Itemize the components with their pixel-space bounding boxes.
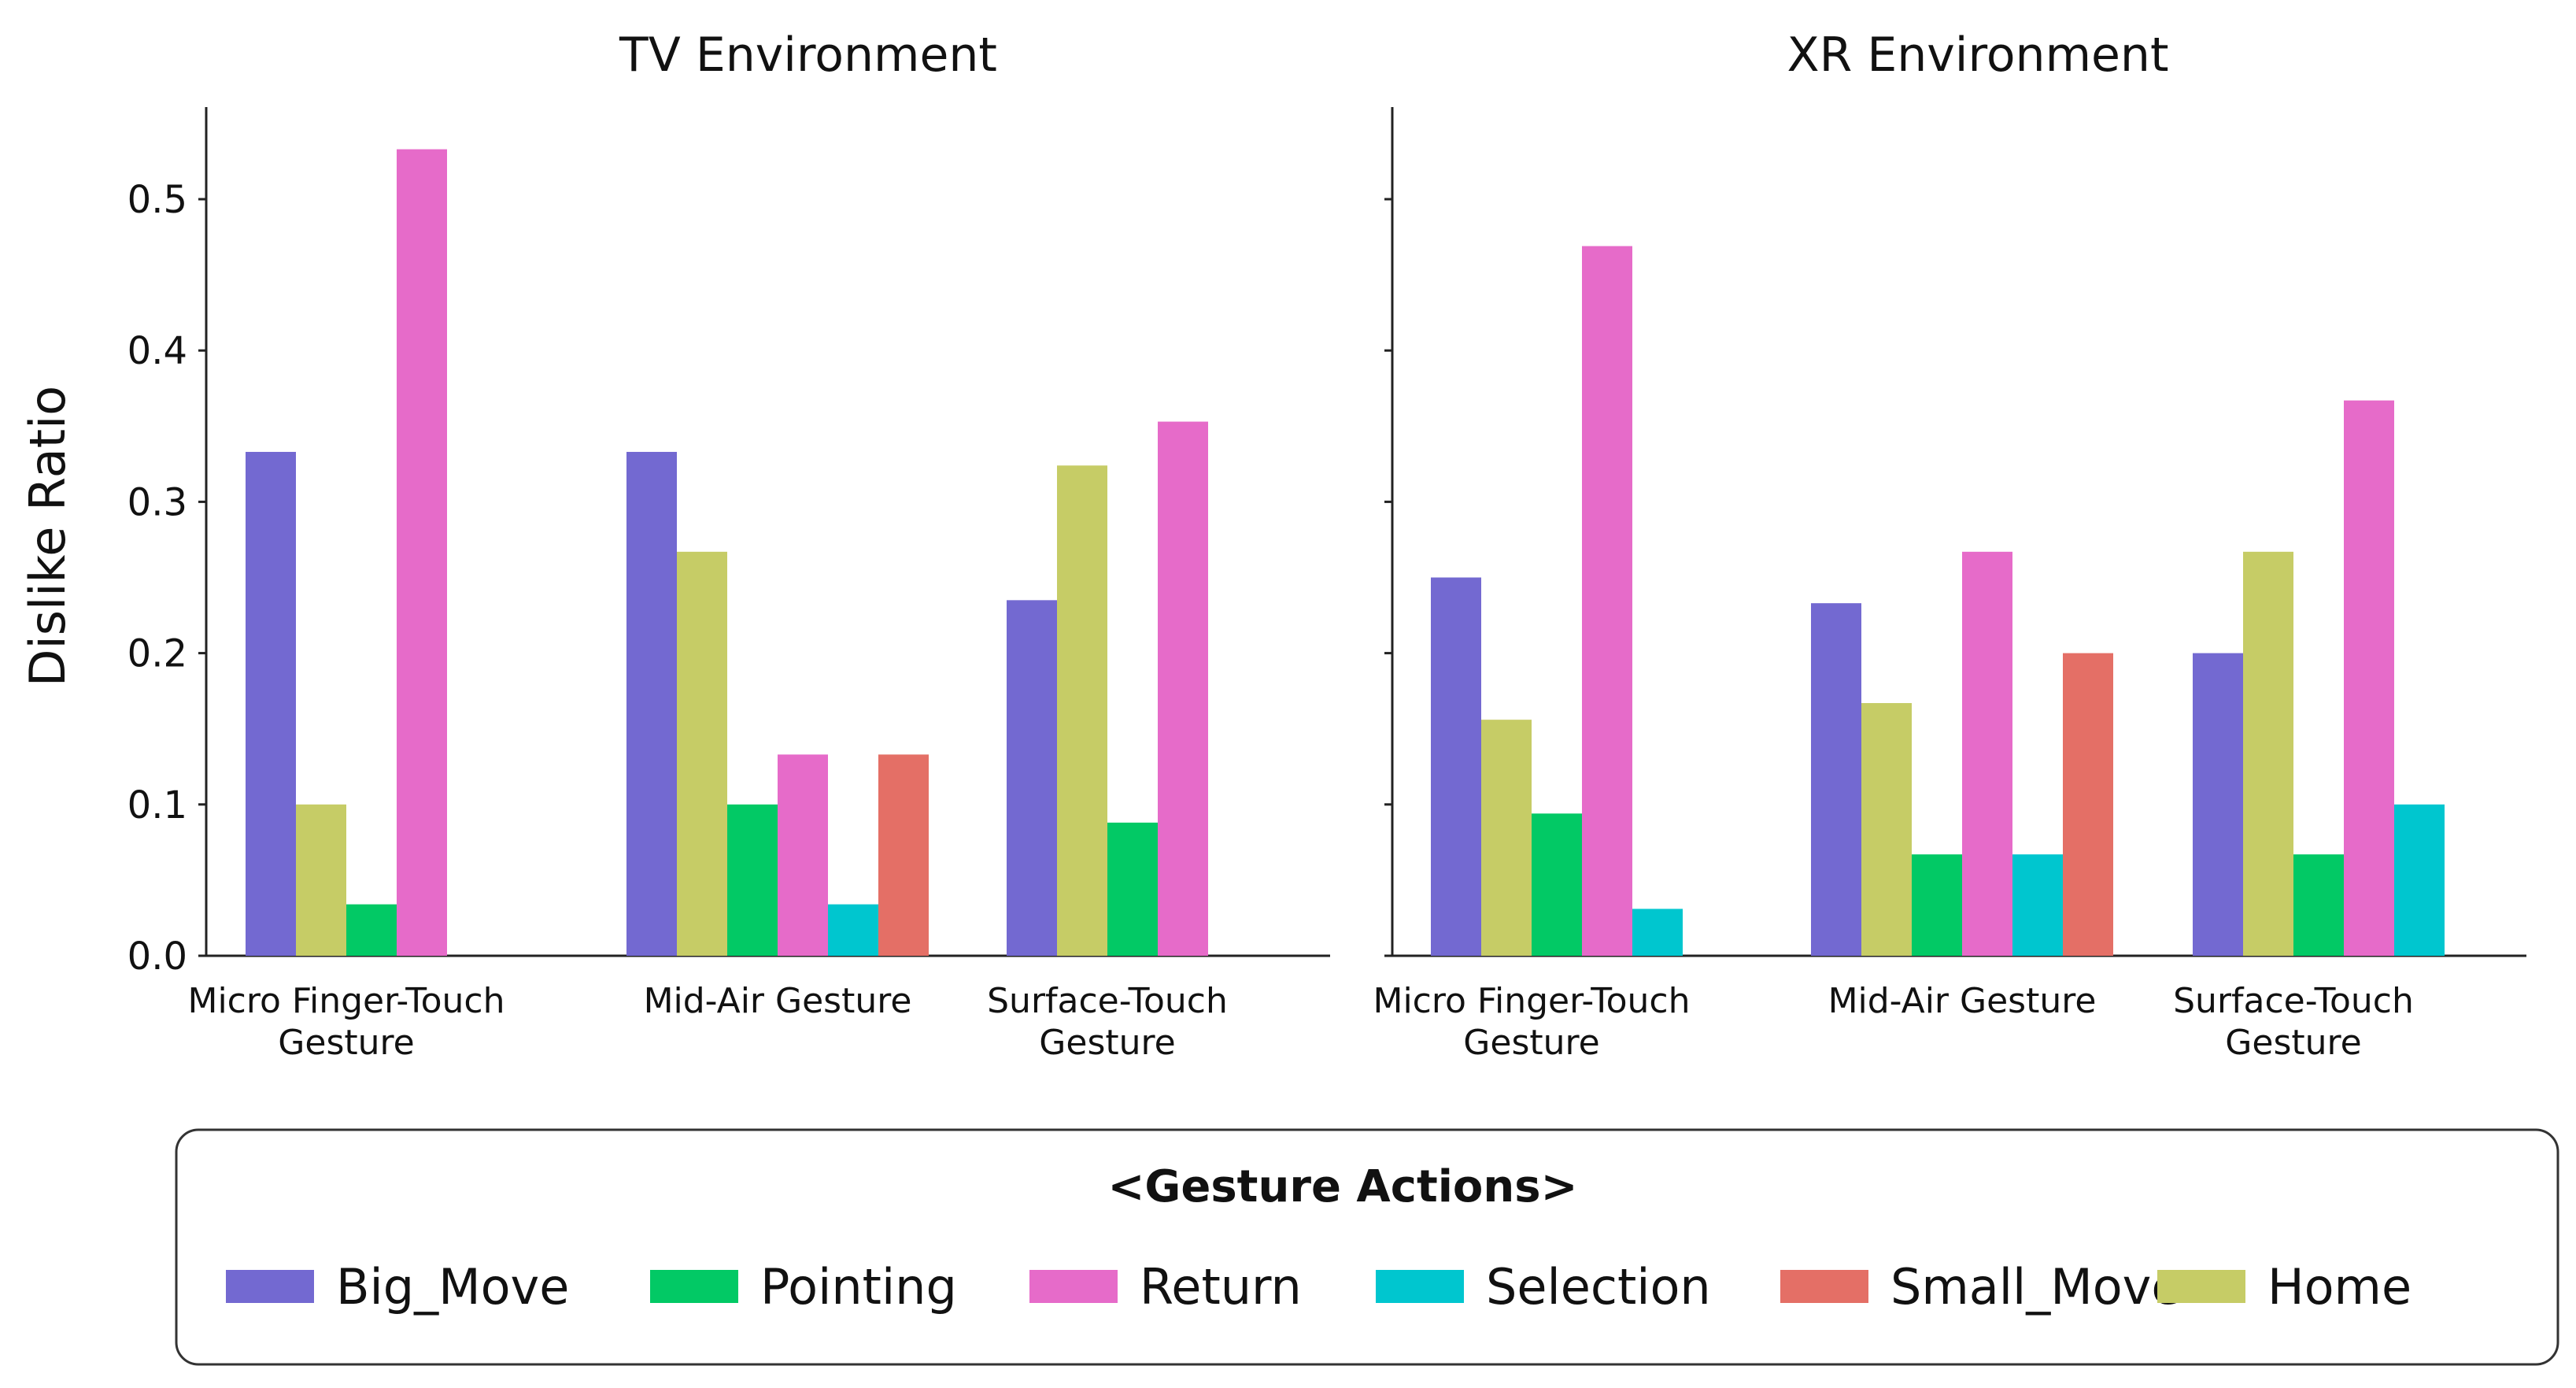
y-tick-label: 0.2 [128, 632, 187, 676]
legend-swatch [226, 1270, 314, 1303]
bar-return [2344, 400, 2394, 957]
panel-tv: TV Environment Dislike Ratio 0.00.10.20.… [19, 28, 1330, 1063]
y-ticks-xr [1384, 198, 1392, 957]
y-tick-label: 0.5 [128, 178, 187, 222]
bar-return [1158, 421, 1208, 956]
bar-pointing [1532, 813, 1582, 956]
bar-selection [2012, 854, 2063, 956]
legend-box [175, 1128, 2559, 1366]
legend-swatch [1780, 1270, 1868, 1303]
panel-xr: XR Environment Micro Finger-Touch Gesture… [1373, 28, 2526, 1063]
x-tick-label: Micro Finger-Touch Gesture [1373, 981, 1690, 1063]
legend-title: <Gesture Actions> [1107, 1161, 1577, 1212]
bar-return [397, 149, 447, 957]
legend-items: Big_Move Pointing Return Selection Small_Mov… [226, 1258, 2412, 1316]
legend-swatch [1376, 1270, 1464, 1303]
legend-item-selection: Selection [1376, 1258, 1711, 1316]
bar-home [1481, 720, 1532, 956]
legend-label: Big_Move [336, 1258, 569, 1316]
legend-item-big-move: Big_Move [226, 1258, 569, 1316]
legend-swatch [1029, 1270, 1118, 1303]
legend-label: Home [2267, 1258, 2412, 1316]
legend-label: Pointing [760, 1258, 957, 1316]
y-tick-label: 0.4 [128, 329, 187, 373]
x-tick-label: Mid-Air Gesture [1828, 981, 2097, 1021]
bar-pointing [2293, 854, 2344, 956]
bars-tv [246, 149, 1208, 957]
bar-selection [2394, 804, 2445, 956]
x-tick-label: Surface-Touch Gesture [987, 981, 1228, 1063]
legend-swatch [2157, 1270, 2245, 1303]
bar-pointing [346, 904, 397, 956]
bar-selection [1632, 909, 1683, 956]
legend-label: Small_Move [1890, 1258, 2181, 1316]
legend-item-small-move: Small_Move [1780, 1258, 2181, 1316]
x-tick-label: Micro Finger-Touch Gesture [187, 981, 504, 1063]
bar-pointing [727, 804, 778, 956]
legend-label: Selection [1486, 1258, 1711, 1316]
legend: <Gesture Actions> Big_Move Pointing Return… [175, 1128, 2559, 1366]
legend-label: Return [1140, 1258, 1302, 1316]
y-tick-label: 0.3 [128, 480, 187, 524]
bar-pointing [1912, 854, 1962, 956]
bar-big-move [1431, 577, 1481, 956]
x-tick-label: Mid-Air Gesture [644, 981, 912, 1021]
bar-big-move [1811, 603, 1861, 956]
y-ticks-tv: 0.0 0.1 0.2 0.3 0.4 0.5 [128, 178, 206, 979]
bar-return [1962, 551, 2012, 956]
legend-item-return: Return [1029, 1258, 1302, 1316]
bar-big-move [2193, 653, 2243, 956]
bar-home [296, 804, 346, 956]
bar-home [1057, 465, 1107, 956]
bar-pointing [1107, 822, 1158, 956]
bar-selection [828, 904, 878, 956]
bar-return [1582, 246, 1632, 956]
bar-home [677, 551, 727, 956]
x-tick-labels-tv: Micro Finger-Touch Gesture Mid-Air Gesture… [187, 981, 1227, 1063]
panel-title-xr: XR Environment [1787, 28, 2169, 83]
x-tick-labels-xr: Micro Finger-Touch Gesture Mid-Air Gesture… [1373, 981, 2413, 1063]
bar-big-move [626, 451, 677, 956]
bar-home [1861, 703, 1912, 956]
bars-xr [1431, 246, 2445, 957]
bar-home [2243, 551, 2293, 956]
bar-small-move [2063, 653, 2113, 956]
legend-item-pointing: Pointing [650, 1258, 957, 1316]
x-tick-label: Surface-Touch Gesture [2173, 981, 2414, 1063]
panel-title-tv: TV Environment [619, 28, 997, 83]
bar-big-move [246, 451, 296, 956]
y-tick-label: 0.1 [128, 783, 187, 827]
bar-small-move [878, 754, 929, 956]
legend-item-home: Home [2157, 1258, 2412, 1316]
y-tick-label: 0.0 [128, 935, 187, 979]
bar-return [778, 754, 828, 956]
bar-big-move [1007, 600, 1057, 956]
y-axis-label: Dislike Ratio [19, 386, 76, 687]
legend-swatch [650, 1270, 738, 1303]
